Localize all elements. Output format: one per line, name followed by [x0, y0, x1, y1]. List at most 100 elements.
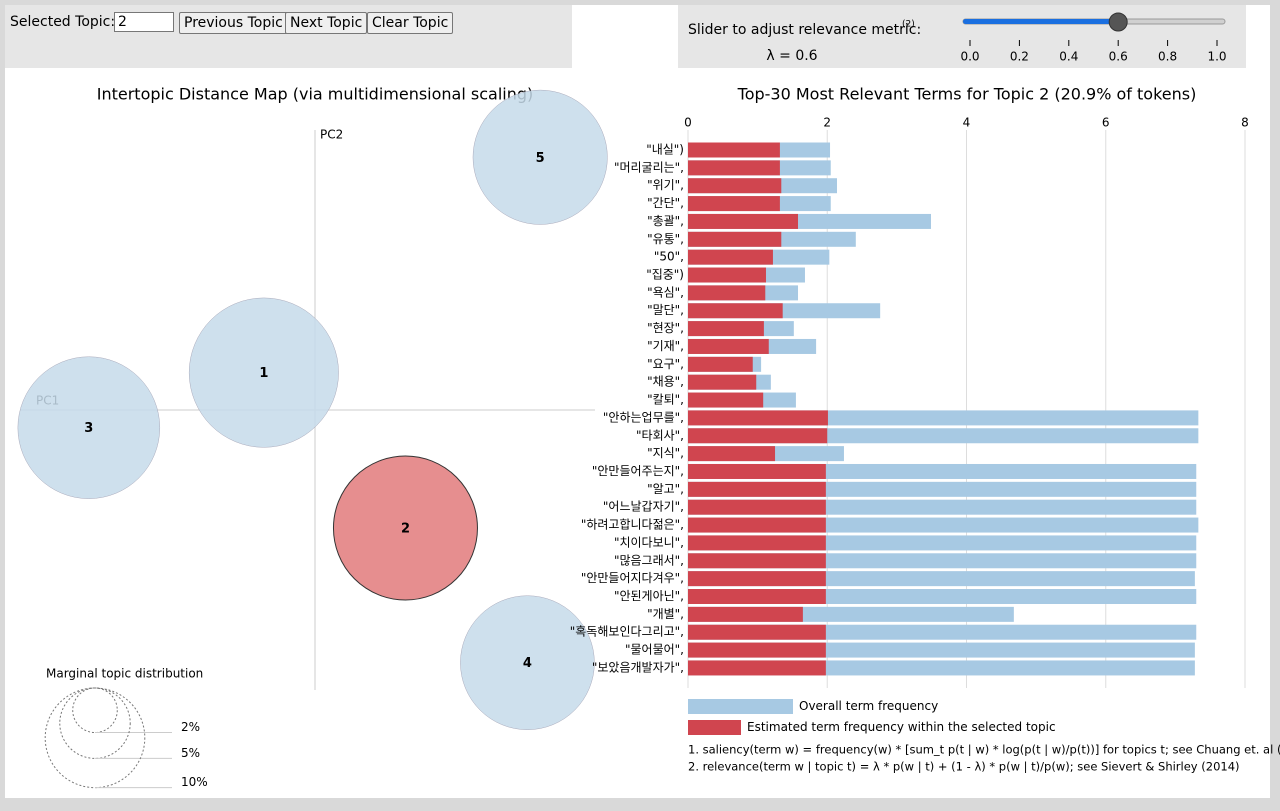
- topic-bubble[interactable]: [472, 89, 608, 225]
- size-legend-circle: [72, 687, 118, 734]
- bar: [688, 338, 769, 354]
- chart-title: Intertopic Distance Map (via multidimens…: [97, 85, 534, 104]
- bar: [688, 660, 826, 676]
- bar: [688, 410, 828, 426]
- bar: [688, 303, 783, 319]
- x-tick-label: 4: [963, 116, 971, 130]
- chart-title: Top-30 Most Relevant Terms for Topic 2 (…: [737, 85, 1197, 104]
- term-label: "어느날갑자기",: [603, 500, 684, 514]
- x-tick-label: 6: [1102, 116, 1110, 130]
- term-label: "채용",: [647, 375, 684, 389]
- bar: [688, 178, 782, 194]
- slider-tick-label: 0.2: [1010, 50, 1029, 64]
- legend-label: Estimated term frequency within the sele…: [747, 720, 1056, 734]
- x-tick-label: 2: [823, 116, 831, 130]
- bar: [688, 249, 773, 265]
- size-legend-label: 5%: [181, 746, 200, 760]
- bar: [688, 231, 782, 247]
- topic-bubble[interactable]: [17, 356, 161, 499]
- term-label: "말단",: [647, 303, 684, 317]
- bar: [688, 213, 799, 229]
- bar: [688, 535, 826, 551]
- topic-label: 3: [84, 421, 93, 436]
- legend-swatch: [688, 720, 741, 735]
- next-button[interactable]: Next Topic: [285, 12, 368, 34]
- footnote: 1. saliency(term w) = frequency(w) * [su…: [688, 743, 1280, 757]
- term-label: "기재",: [647, 339, 684, 353]
- legend-label: Overall term frequency: [799, 699, 938, 713]
- bar: [688, 499, 826, 515]
- term-label: "타회사",: [636, 428, 684, 442]
- term-label: "물어물어",: [625, 643, 684, 657]
- size-legend-label: 2%: [181, 720, 200, 734]
- size-legend-circle: [44, 687, 146, 789]
- term-label: "안만들어지다겨우",: [581, 571, 684, 585]
- lambda-value: λ = 0.6: [766, 48, 817, 64]
- size-legend-title: Marginal topic distribution: [46, 667, 203, 681]
- term-label: "안하는업무를",: [603, 410, 684, 424]
- bar: [688, 642, 826, 658]
- bar: [688, 392, 764, 408]
- term-label: "요구",: [647, 357, 684, 371]
- slider-fill: [963, 19, 1119, 24]
- term-label: "혹독해보인다그리고",: [570, 625, 684, 639]
- bar: [688, 428, 828, 444]
- slider-tick-label: 0.0: [960, 50, 979, 64]
- footnote: 2. relevance(term w | topic t) = λ * p(w…: [688, 760, 1240, 774]
- term-label: "집중"): [646, 268, 684, 282]
- topic-label: 5: [536, 151, 545, 166]
- topic-label: 1: [259, 366, 268, 381]
- slider-tick-label: 1.0: [1207, 50, 1226, 64]
- x-tick-label: 0: [684, 116, 692, 130]
- slider-knob[interactable]: [1108, 12, 1128, 32]
- bar: [688, 481, 826, 497]
- slider-tick-label: 0.4: [1059, 50, 1078, 64]
- term-label: "위기",: [647, 178, 684, 192]
- bar: [688, 321, 764, 337]
- topic-bubble[interactable]: [460, 595, 595, 730]
- term-label: "보았음개발자가",: [592, 660, 684, 674]
- slider-label: Slider to adjust relevance metric:: [688, 22, 921, 38]
- bar: [688, 356, 753, 372]
- term-label: "유통",: [647, 232, 684, 246]
- term-label: "알고",: [647, 482, 684, 496]
- bar: [688, 285, 766, 301]
- term-label: "총괄",: [647, 214, 684, 228]
- term-label: "내실"): [646, 143, 684, 157]
- bar: [688, 571, 826, 587]
- slider-note: (2): [902, 20, 915, 30]
- term-label: "욕심",: [647, 285, 684, 299]
- bar: [688, 589, 826, 604]
- term-label: "칼퇴",: [647, 393, 684, 407]
- slider-panel: [678, 5, 1246, 68]
- bar: [688, 142, 780, 158]
- term-label: "치이다보니",: [614, 535, 684, 549]
- bar: [688, 267, 766, 283]
- topic-bubble[interactable]: [188, 297, 339, 448]
- topic-input[interactable]: [114, 12, 174, 32]
- topic-label: 4: [523, 656, 532, 671]
- bar: [688, 517, 826, 533]
- term-label: "많음그래서",: [614, 553, 684, 567]
- term-label: "하려고합니다젊은",: [581, 518, 684, 532]
- bar: [688, 463, 826, 479]
- selected-topic-label: Selected Topic:: [10, 14, 116, 30]
- bar: [688, 553, 826, 569]
- term-label: "안된게아닌",: [614, 589, 684, 603]
- bar: [688, 606, 803, 622]
- y-axis-label: PC2: [320, 128, 343, 142]
- slider-tick-label: 0.6: [1109, 50, 1128, 64]
- bar: [688, 196, 780, 212]
- clear-button[interactable]: Clear Topic: [367, 12, 454, 34]
- term-label: "50",: [654, 250, 684, 264]
- term-label: "현장",: [647, 321, 684, 335]
- term-label: "안만들어주는지",: [592, 464, 684, 478]
- x-tick-label: 8: [1241, 116, 1249, 130]
- term-label: "머리굴리는",: [614, 160, 684, 174]
- bar: [688, 624, 826, 640]
- topic-bubble[interactable]: [332, 455, 478, 601]
- bar: [688, 446, 776, 462]
- term-label: "개별",: [647, 607, 684, 621]
- topic-label: 2: [401, 522, 410, 537]
